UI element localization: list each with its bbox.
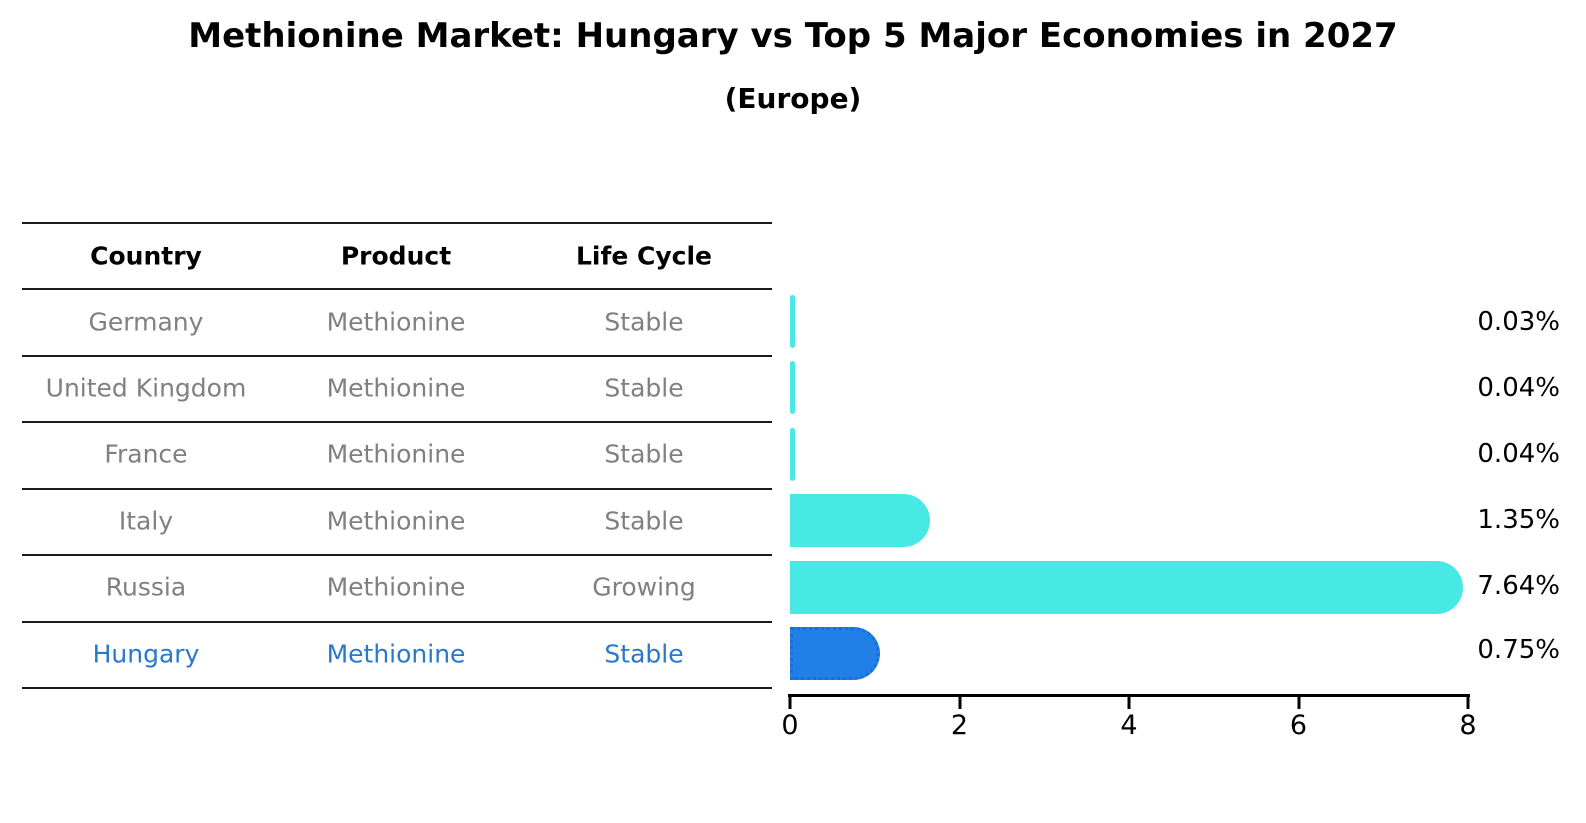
table-rule [22,621,772,623]
table-rule [22,488,772,490]
x-axis-tick [958,694,961,709]
bar-germany [790,295,795,348]
bar-russia [790,561,1463,614]
value-label-russia: 7.64% [1477,571,1560,601]
table-cell-product: Methionine [326,572,466,602]
x-axis-tick [1466,694,1470,709]
table-cell-life-cycle: Stable [604,639,684,669]
table-cell-life-cycle: Stable [604,373,684,403]
table-cell-country: France [104,439,188,469]
value-label-france: 0.04% [1477,439,1560,469]
chart-subtitle: (Europe) [724,82,862,115]
x-axis-tick-label: 6 [1289,710,1308,741]
table-rule [22,288,772,290]
x-axis-tick-label: 8 [1459,710,1477,741]
value-label-italy: 1.35% [1477,505,1560,535]
table-cell-country: Italy [118,506,174,536]
x-axis-tick [788,694,792,709]
x-axis-tick-label: 0 [781,710,799,741]
table-cell-product: Methionine [326,307,466,337]
bar-italy [790,494,930,547]
value-label-germany: 0.03% [1477,307,1560,337]
x-axis-tick [1127,694,1131,709]
x-axis-tick-label: 2 [950,710,969,741]
table-rule [22,687,772,689]
table-cell-product: Methionine [326,506,466,536]
table-cell-life-cycle: Stable [604,439,684,469]
table-cell-product: Methionine [326,439,466,469]
table-cell-product: Methionine [326,639,466,669]
chart-title: Methionine Market: Hungary vs Top 5 Majo… [188,16,1398,56]
value-label-hungary: 0.75% [1477,635,1560,665]
table-cell-country: Germany [88,307,204,337]
table-rule [22,355,772,357]
table-cell-country: United Kingdom [45,373,247,403]
table-cell-life-cycle: Growing [592,572,696,602]
value-label-united-kingdom: 0.04% [1477,373,1560,403]
bar-hungary [790,627,880,680]
table-cell-country: Hungary [92,639,200,669]
table-cell-country: Russia [105,572,187,602]
table-header-product: Product [340,241,452,271]
table-header-country: Country [90,241,202,271]
table-cell-product: Methionine [326,373,466,403]
table-cell-life-cycle: Stable [604,307,684,337]
table-rule [22,421,772,423]
table-cell-life-cycle: Stable [604,506,684,536]
x-axis-tick [1297,694,1300,709]
table-rule [22,222,772,224]
bar-united-kingdom [790,361,795,414]
bar-france [790,428,795,481]
table-rule [22,554,772,556]
table-header-life-cycle: Life Cycle [575,241,713,271]
x-axis-tick-label: 4 [1120,710,1138,741]
